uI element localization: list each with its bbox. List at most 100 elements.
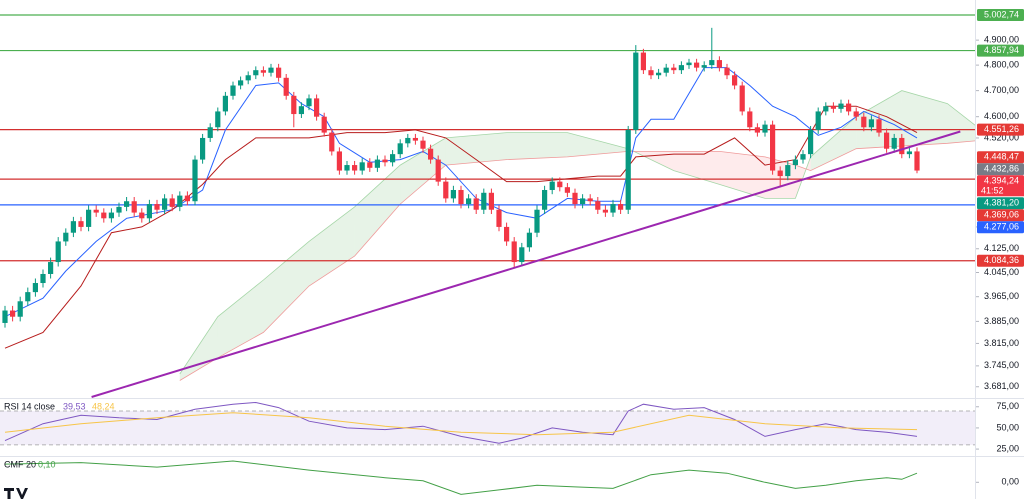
y-tick-label: 4.045,00 — [984, 267, 1019, 277]
candle-body — [367, 162, 373, 168]
candle-body — [754, 127, 760, 133]
candle-body — [914, 151, 920, 171]
candle-body — [344, 165, 350, 171]
candle-body — [542, 189, 548, 210]
candle-body — [352, 165, 358, 171]
candle-body — [162, 198, 168, 210]
price-badge — [977, 175, 1024, 188]
candle-body — [526, 232, 532, 248]
candle-body — [268, 67, 274, 73]
cloud-segment — [263, 241, 309, 333]
candle-body — [412, 137, 418, 141]
candle-body — [139, 212, 145, 219]
candle-body — [192, 159, 198, 202]
candle-body — [78, 221, 84, 227]
candle-body — [671, 67, 677, 71]
cloud-segment — [719, 151, 765, 199]
candle-body — [306, 98, 312, 107]
candle-body — [602, 209, 608, 213]
candle-body — [473, 198, 479, 210]
candle-body — [488, 192, 494, 210]
candle-body — [101, 212, 107, 219]
candle-body — [534, 209, 540, 233]
candle-body — [846, 103, 852, 112]
candle-body — [876, 119, 882, 133]
price-badge-label: 4.551,26 — [984, 124, 1019, 134]
candle-body — [397, 143, 403, 155]
candle-body — [747, 111, 753, 128]
candle-body — [640, 52, 646, 71]
candle-body — [215, 111, 221, 128]
price-badge-label: 4.432,86 — [984, 164, 1019, 174]
candle-body — [154, 204, 160, 210]
candle-body — [830, 106, 836, 109]
candle-body — [899, 137, 905, 155]
price-badge — [977, 151, 1024, 164]
price-badge-label: 4.394,24 — [984, 176, 1019, 186]
candle-body — [329, 132, 335, 152]
price-badge-label: 4.369,06 — [984, 210, 1019, 220]
candle-body — [184, 195, 190, 202]
candle-body — [314, 98, 320, 117]
candle-body — [276, 67, 282, 78]
y-tick-label: 4.800,00 — [984, 59, 1019, 69]
candle-body — [709, 60, 715, 66]
candle-body — [694, 62, 700, 68]
candle-body — [625, 129, 631, 210]
candle-body — [777, 170, 783, 177]
cmf-pane — [4, 460, 918, 495]
candle-body — [177, 195, 183, 207]
price-badge — [977, 209, 1024, 222]
candle-body — [200, 137, 206, 160]
candle-body — [55, 241, 61, 263]
candle-body — [390, 154, 396, 163]
candle-body — [663, 67, 669, 73]
candle-body — [906, 151, 912, 155]
candle-body — [420, 140, 426, 149]
cmf-title: CMF 20 — [4, 459, 36, 469]
candle-body — [40, 273, 46, 284]
candle-body — [770, 124, 776, 171]
candle-body — [230, 85, 236, 96]
candle-body — [169, 198, 175, 207]
candle-body — [321, 116, 327, 133]
candle-body — [823, 106, 829, 112]
candle-body — [861, 116, 867, 128]
legends: RSI 14 close 39,53 48,24 CMF 20 0,10 — [4, 401, 115, 469]
candle-body — [25, 292, 31, 302]
y-tick-label: 4.600,00 — [984, 111, 1019, 121]
candle-body — [853, 111, 859, 117]
candle-body — [800, 154, 806, 160]
candle-body — [587, 198, 593, 202]
y-tick-label: 3.885,00 — [984, 316, 1019, 326]
candle-body — [610, 204, 616, 213]
price-badge — [977, 163, 1024, 176]
candle-body — [633, 52, 639, 130]
candle-body — [732, 75, 738, 86]
candle-body — [838, 103, 844, 109]
candle-body — [405, 137, 411, 144]
candle-body — [580, 198, 586, 205]
price-badge-label: 4.084,36 — [984, 255, 1019, 265]
candle-body — [374, 159, 380, 168]
y-tick-label: 4.520,00 — [984, 132, 1019, 142]
candle-body — [716, 60, 722, 68]
candle-body — [648, 70, 654, 76]
candle-body — [868, 119, 874, 128]
y-tick-label: 4.900,00 — [984, 35, 1019, 45]
candle-body — [701, 65, 707, 68]
candle-body — [724, 67, 730, 76]
candle-body — [245, 75, 251, 81]
cloud-segment — [400, 137, 446, 205]
cloud-segment — [901, 90, 948, 147]
candle-body — [124, 201, 130, 207]
y-tick-label: 25,00 — [996, 443, 1019, 453]
candle-body — [656, 72, 662, 76]
candle-body — [891, 137, 897, 149]
cloud-segment — [673, 151, 720, 185]
candle-body — [146, 204, 152, 219]
candle-body — [359, 162, 365, 171]
candle-body — [428, 148, 434, 160]
candle-body — [32, 283, 38, 293]
